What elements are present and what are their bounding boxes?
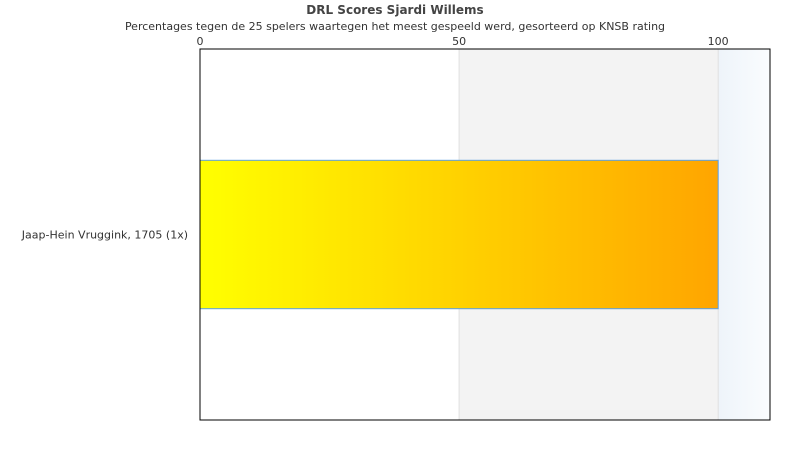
x-tick-label: 0 [197,35,204,48]
chart-title: DRL Scores Sjardi Willems [306,3,484,17]
plot-frame [199,48,771,421]
y-category-label: Jaap-Hein Vruggink, 1705 (1x) [21,229,188,242]
x-tick-label: 100 [708,35,729,48]
x-tick-label: 50 [452,35,466,48]
chart-subtitle: Percentages tegen de 25 spelers waartege… [124,20,666,33]
bar [199,159,719,310]
plot-band [718,49,770,420]
